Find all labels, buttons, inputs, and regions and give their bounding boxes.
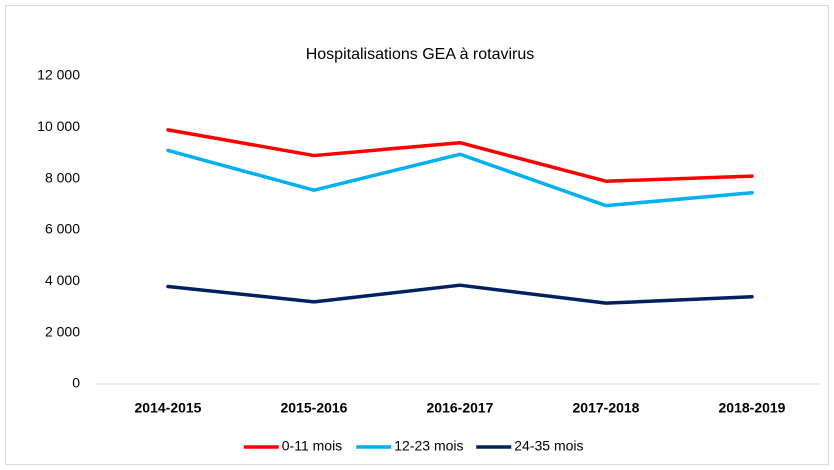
y-tick-label: 0 bbox=[72, 375, 80, 391]
legend-label: 12-23 mois bbox=[394, 438, 463, 454]
legend-label: 0-11 mois bbox=[282, 438, 342, 454]
chart-title: Hospitalisations GEA à rotavirus bbox=[306, 46, 535, 63]
y-tick-label: 4 000 bbox=[45, 272, 80, 288]
y-tick-label: 12 000 bbox=[37, 67, 80, 83]
x-tick-label: 2017-2018 bbox=[573, 400, 640, 416]
x-tick-label: 2014-2015 bbox=[135, 400, 202, 416]
series-line bbox=[166, 283, 754, 305]
x-tick-label: 2015-2016 bbox=[281, 400, 348, 416]
y-tick-label: 10 000 bbox=[37, 118, 80, 134]
series-line bbox=[166, 148, 754, 208]
x-tick-label: 2016-2017 bbox=[427, 400, 494, 416]
y-tick-label: 6 000 bbox=[45, 221, 80, 237]
legend-label: 24-35 mois bbox=[514, 438, 583, 454]
chart-border bbox=[5, 5, 829, 465]
series-line bbox=[166, 128, 754, 183]
y-tick-label: 2 000 bbox=[45, 323, 80, 339]
y-tick-label: 8 000 bbox=[45, 169, 80, 185]
x-tick-label: 2018-2019 bbox=[719, 400, 786, 416]
